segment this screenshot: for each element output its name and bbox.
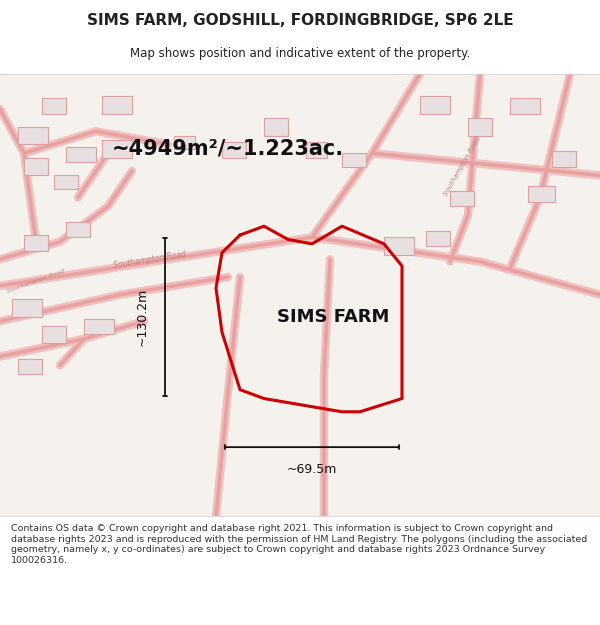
Bar [552,151,576,166]
Text: Southampton Road: Southampton Road [7,269,65,294]
Bar [42,98,66,114]
Bar [426,231,450,246]
Bar [54,176,78,189]
Bar [66,147,96,162]
Bar [18,359,42,374]
Bar [342,153,366,166]
Bar [468,118,492,136]
Bar [264,118,288,136]
Text: Map shows position and indicative extent of the property.: Map shows position and indicative extent… [130,47,470,59]
Text: SIMS FARM: SIMS FARM [277,308,389,326]
Bar [24,235,48,251]
Bar [306,142,327,158]
Bar [102,96,132,114]
Bar [42,326,66,343]
Bar [102,140,132,158]
Bar [18,127,48,144]
Text: ~4949m²/~1.223ac.: ~4949m²/~1.223ac. [112,139,344,159]
Text: Southampton Road: Southampton Road [113,250,187,271]
Bar [528,186,555,202]
Text: SIMS FARM, GODSHILL, FORDINGBRIDGE, SP6 2LE: SIMS FARM, GODSHILL, FORDINGBRIDGE, SP6 … [86,13,514,28]
Bar [510,98,540,114]
Bar [174,136,195,149]
Bar [66,222,90,238]
Text: ~130.2m: ~130.2m [136,288,149,346]
Bar [450,191,474,206]
Bar [84,319,114,334]
Bar [222,142,246,158]
Bar [24,158,48,176]
Text: ~69.5m: ~69.5m [287,462,337,476]
Bar [384,238,414,255]
Text: Contains OS data © Crown copyright and database right 2021. This information is : Contains OS data © Crown copyright and d… [11,524,587,564]
Bar [420,96,450,114]
Text: Southampton Road: Southampton Road [442,136,482,198]
Bar [12,299,42,317]
